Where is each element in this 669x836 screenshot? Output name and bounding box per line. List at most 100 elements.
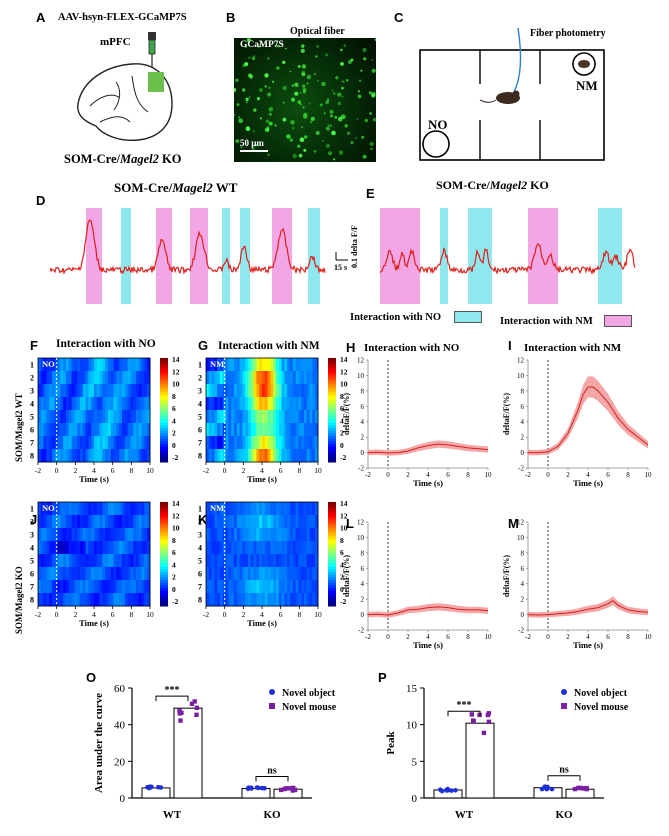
- heatmap-cell: [116, 423, 120, 437]
- colorbar-segment: [160, 580, 168, 584]
- data-point: [149, 784, 154, 790]
- heatmap-cell: [208, 397, 212, 411]
- heatmap-cell: [80, 371, 84, 385]
- heatmap-cell: [214, 410, 218, 424]
- colorbar-segment: [328, 397, 336, 401]
- sem-band: [368, 603, 488, 618]
- colorbar-tick: 2: [172, 573, 176, 582]
- heatmap-cell: [287, 384, 291, 398]
- heatmap-cell: [278, 502, 282, 516]
- category-label: WT: [163, 809, 182, 821]
- heatmap-cell: [38, 358, 42, 372]
- heatmap-cell: [220, 397, 224, 411]
- heatmap-cell: [259, 358, 263, 372]
- heatmap-cell: [287, 528, 291, 542]
- heatmap-cell: [74, 554, 78, 568]
- heatmap-cell: [284, 567, 288, 581]
- significance-label: ns: [267, 765, 277, 776]
- colorbar-tick: 8: [340, 536, 344, 545]
- heatmap-cell: [130, 384, 134, 398]
- heatmap-cell: [217, 410, 221, 424]
- heatmap-cell: [262, 410, 266, 424]
- x-tick-label: 4: [586, 471, 590, 479]
- heatmap-cell: [43, 410, 47, 424]
- heatmap-cell: [127, 541, 131, 555]
- heatmap-cell: [130, 567, 134, 581]
- y-tick-label: 4: [521, 418, 525, 426]
- heatmap-cell: [276, 502, 280, 516]
- heatmap-cell: [214, 554, 218, 568]
- heatmap-cell: [130, 502, 134, 516]
- panel-d-title: SOM-Cre/Magel2 WT: [114, 180, 238, 195]
- heatmap-cell: [259, 384, 263, 398]
- neuron-dot: [276, 66, 280, 70]
- heatmap-cell: [122, 502, 126, 516]
- heatmap-cell: [141, 371, 145, 385]
- heatmap-cell: [91, 580, 95, 594]
- heatmap-cell: [206, 436, 210, 450]
- heatmap-cell: [236, 410, 240, 424]
- heatmap-cell: [74, 410, 78, 424]
- neuron-dot: [267, 92, 272, 97]
- heatmap-cell: [94, 436, 98, 450]
- heatmap-cell: [292, 515, 296, 529]
- colorbar-segment: [328, 585, 336, 589]
- heatmap-cell: [57, 528, 61, 542]
- bar-wt-1: [465, 722, 495, 799]
- heatmap-cell: [281, 410, 285, 424]
- heatmap-cell: [136, 384, 140, 398]
- heatmap-cell: [242, 436, 246, 450]
- x-axis-label: Time (s): [79, 474, 109, 484]
- heatmap-cell: [273, 397, 277, 411]
- heatmap-cell: [242, 410, 246, 424]
- heatmap-cell: [91, 358, 95, 372]
- heatmap-cell: [116, 502, 120, 516]
- heatmap-cell: [270, 502, 274, 516]
- heatmap-cell: [306, 449, 310, 463]
- significance-bracket: [447, 710, 481, 717]
- heatmap-cell: [250, 541, 254, 555]
- heatmap-cell: [96, 371, 100, 385]
- panel-label-j: J: [30, 512, 38, 527]
- heatmap-cell: [234, 449, 238, 463]
- heatmap-cell: [298, 580, 302, 594]
- heatmap-cell: [309, 593, 313, 607]
- heatmap-cell: [82, 384, 86, 398]
- data-point: [290, 788, 295, 793]
- heatmap-cell: [38, 423, 42, 437]
- x-tick-label: 2: [566, 471, 570, 479]
- neuron-dot: [259, 88, 263, 92]
- heatmap-cell: [147, 567, 151, 581]
- heatmap-cell: [234, 436, 238, 450]
- data-point: [177, 708, 182, 713]
- neuron-dot: [347, 60, 352, 64]
- heatmap-cell: [309, 423, 313, 437]
- heatmap-cell: [273, 567, 277, 581]
- colorbar-segment: [328, 423, 336, 427]
- heatmap-cell: [290, 358, 294, 372]
- heatmap-cell: [141, 423, 145, 437]
- colorbar-tick: 8: [172, 536, 176, 545]
- heatmap-cell: [234, 541, 238, 555]
- heatmap-cell: [74, 515, 78, 529]
- neuron-dot: [340, 62, 344, 66]
- neuron-dot: [264, 85, 267, 88]
- colorbar-segment: [160, 548, 168, 552]
- heatmap-cell: [99, 397, 103, 411]
- neuron-dot: [253, 130, 255, 132]
- colorbar-segment: [160, 507, 168, 511]
- colorbar-tick: -2: [340, 453, 346, 462]
- colorbar-segment: [328, 538, 336, 542]
- heatmap-cell: [236, 593, 240, 607]
- heatmap-cell: [138, 397, 142, 411]
- heatmap-cell: [49, 384, 53, 398]
- heatmap-cell: [63, 358, 67, 372]
- x-tick-label: 6: [446, 471, 450, 479]
- heatmap-cell: [259, 528, 263, 542]
- heatmap-cell: [63, 410, 67, 424]
- heatmap-cell: [113, 397, 117, 411]
- heatmap-cell: [234, 580, 238, 594]
- heatmap-cell: [54, 554, 58, 568]
